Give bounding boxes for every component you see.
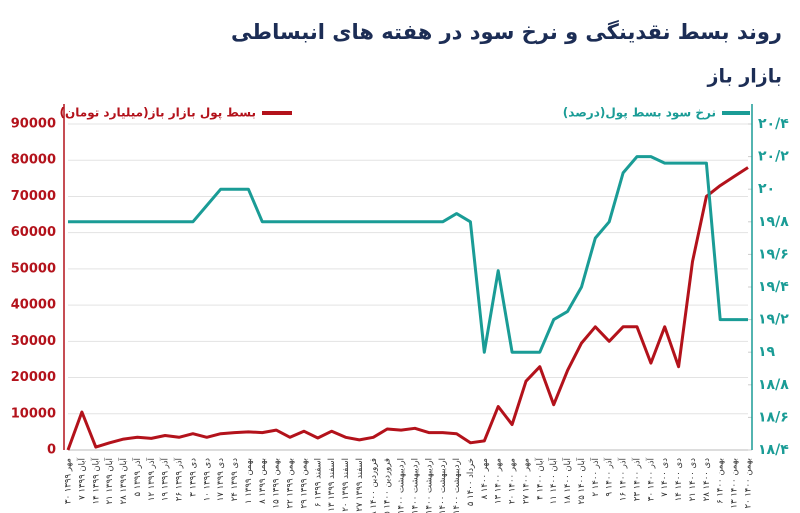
x-tick-label: ۶ اسفند ۱۳۹۹ (313, 458, 323, 507)
x-tick-label: ۲۵ آبان ۱۴۰۰ (575, 457, 587, 504)
x-tick-label: ۱۶ آذر ۱۴۰۰ (617, 457, 629, 501)
y2-tick-label: ۲۰/۴ (758, 116, 789, 132)
y-tick-label: 80000 (11, 153, 56, 168)
x-tick-label: ۳ دی ۱۳۹۹ (188, 458, 198, 497)
x-tick-label: ۲۹ اردیبهشت ۱۴۰۰ (452, 458, 462, 513)
y2-tick-label: ۱۸/۶ (758, 409, 789, 425)
x-tick-label: ۲۵ فروردین ۱۴۰۰ (383, 458, 393, 513)
series-line (68, 155, 748, 354)
y-tick-label: 90000 (11, 117, 56, 132)
legend-label: بسط پول بازار باز(میلیارد تومان) (60, 106, 256, 121)
x-tick-label: ۷ دی ۱۴۰۰ (660, 458, 670, 497)
x-tick-label: ۱۳ اسفند ۱۳۹۹ (327, 458, 337, 512)
x-tick-label: ۲۷ اسفند ۱۳۹۹ (355, 458, 365, 512)
y-tick-label: 40000 (11, 298, 56, 313)
x-tick-label: ۳۰ مهر ۱۳۹۹ (64, 458, 74, 504)
y2-tick-label: ۱۸/۴ (758, 442, 789, 458)
x-tick-label: ۱۰ دی ۱۳۹۹ (202, 458, 212, 501)
legend-label: نرخ سود بسط پول(درصد) (563, 106, 716, 121)
x-tick-label: ۴ آبان ۱۴۰۰ (533, 457, 545, 499)
y2-tick-label: ۲۰ (758, 181, 775, 197)
x-tick-label: ۲۸ دی ۱۴۰۰ (702, 458, 712, 501)
y-tick-label: 60000 (11, 225, 56, 240)
x-tick-label: ۲۱ آبان ۱۳۹۹ (103, 457, 115, 504)
y2-tick-label: ۱۹/۸ (758, 214, 789, 230)
x-tick-label: ۲۸ آبان ۱۳۹۹ (117, 457, 129, 504)
x-tick-label: ۸ مهر ۱۴۰۰ (480, 458, 490, 499)
x-tick-label: ۸ اردیبهشت ۱۴۰۰ (410, 458, 420, 513)
x-tick-label: ۱۹ آذر ۱۳۹۹ (159, 457, 171, 501)
x-tick-label: ۲۳ آذر ۱۴۰۰ (630, 457, 642, 501)
y-tick-label: 30000 (11, 334, 56, 349)
x-tick-label: ۶ بهمن ۱۴۰۰ (716, 458, 726, 504)
x-tick-label: ۲۹ بهمن ۱۳۹۹ (299, 458, 309, 508)
y-tick-label: 50000 (11, 261, 56, 276)
x-tick-label: ۱۵ اردیبهشت ۱۴۰۰ (424, 458, 434, 513)
x-tick-label: ۱ بهمن ۱۳۹۹ (244, 458, 254, 504)
y-tick-label: 0 (47, 443, 56, 458)
x-tick-label: ۱۸ آبان ۱۴۰۰ (561, 457, 573, 504)
x-tick-label: ۱۴ دی ۱۴۰۰ (674, 458, 684, 501)
x-tick-label: ۱۳ بهمن ۱۴۰۰ (730, 458, 740, 508)
y2-tick-label: ۱۹/۶ (758, 246, 789, 262)
x-tick-label: ۷ آبان ۱۳۹۹ (75, 457, 87, 499)
y-tick-label: 70000 (11, 189, 56, 204)
x-tick-label: ۲ آذر ۱۴۰۰ (589, 457, 601, 496)
x-tick-label: ۱۸ فروردین ۱۴۰۰ (369, 458, 379, 513)
y2-tick-label: ۲۰/۲ (758, 149, 789, 165)
x-tick-label: ۵ خرداد ۱۴۰۰ (466, 458, 476, 506)
y-tick-label: 10000 (11, 406, 56, 421)
series-line (66, 166, 749, 451)
x-tick-label: ۱۱ آبان ۱۴۰۰ (547, 457, 559, 504)
x-tick-label: ۸ بهمن ۱۳۹۹ (258, 458, 268, 504)
x-tick-label: ۲۲ اردیبهشت ۱۴۰۰ (438, 458, 448, 513)
chart-title: روند بسط نقدینگی و نرخ سود در هفته های ا… (231, 19, 782, 44)
x-tick-label: ۲۰ مهر ۱۴۰۰ (508, 458, 518, 504)
x-tick-label: ۲۰ اسفند ۱۳۹۹ (341, 458, 351, 512)
x-tick-label: ۱۷ دی ۱۳۹۹ (216, 458, 226, 501)
y2-tick-label: ۱۹/۲ (758, 312, 789, 328)
y-tick-label: 20000 (11, 370, 56, 385)
x-tick-label: ۱۴ آبان ۱۳۹۹ (89, 457, 101, 504)
y2-tick-label: ۱۹ (758, 344, 776, 360)
x-tick-label: ۵ آذر ۱۳۹۹ (131, 457, 143, 496)
x-tick-label: ۲۴ دی ۱۳۹۹ (230, 458, 240, 501)
y2-tick-label: ۱۹/۴ (758, 279, 789, 295)
x-tick-label: ۱۵ بهمن ۱۳۹۹ (272, 458, 282, 508)
x-tick-label: ۲۰ بهمن ۱۴۰۰ (744, 458, 754, 508)
y2-tick-label: ۱۸/۸ (758, 377, 789, 393)
x-tick-label: ۲۱ دی ۱۴۰۰ (688, 458, 698, 501)
x-tick-label: ۲۶ آذر ۱۳۹۹ (173, 457, 185, 501)
x-tick-label: ۹ آذر ۱۴۰۰ (603, 457, 615, 496)
x-tick-label: ۱ اردیبهشت ۱۴۰۰ (397, 458, 407, 513)
x-tick-label: ۲۲ بهمن ۱۳۹۹ (286, 458, 296, 508)
chart-subtitle: بازار باز (707, 66, 782, 88)
x-tick-label: ۳۰ آذر ۱۴۰۰ (644, 457, 656, 501)
x-tick-label: ۱۳ مهر ۱۴۰۰ (494, 458, 504, 504)
x-tick-label: ۱۲ آذر ۱۳۹۹ (145, 457, 157, 501)
x-tick-label: ۲۷ مهر ۱۴۰۰ (521, 458, 531, 504)
